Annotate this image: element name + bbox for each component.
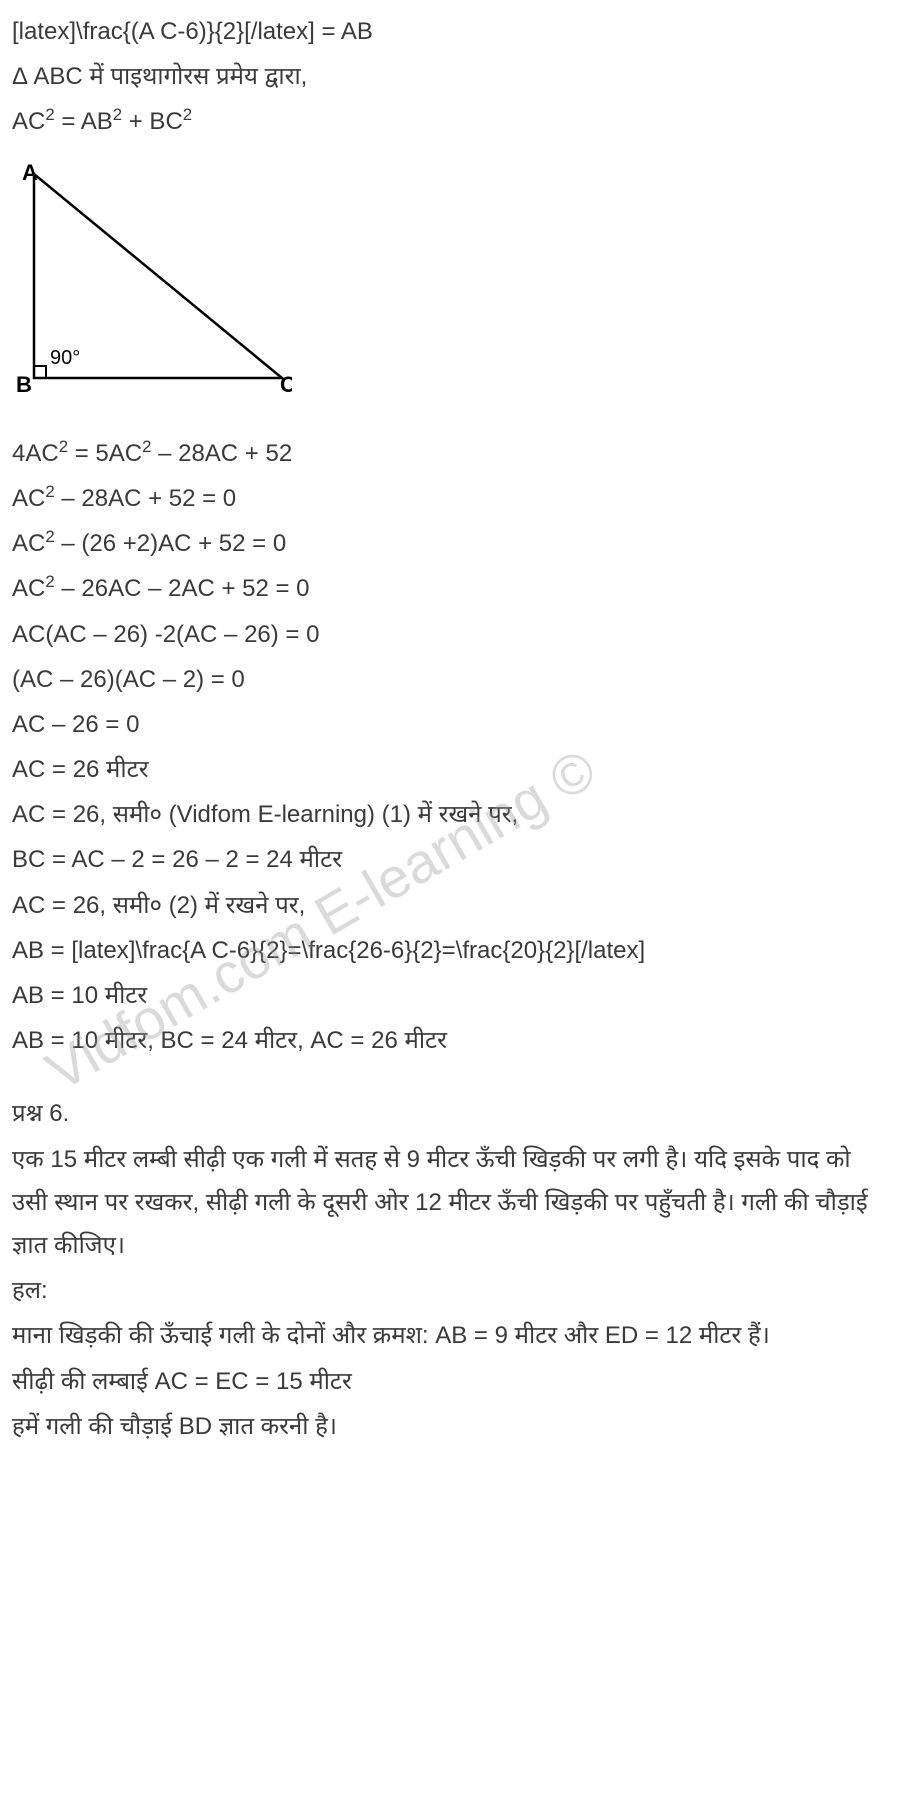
text-part: = AB: [55, 108, 113, 135]
text-line: AC2 = AB2 + BC2: [12, 100, 885, 143]
text-line: 4AC2 = 5AC2 – 28AC + 52: [12, 432, 885, 475]
question-number: प्रश्न 6.: [12, 1092, 885, 1135]
question-text: एक 15 मीटर लम्बी सीढ़ी एक गली में सतह से…: [12, 1138, 885, 1268]
text-line: AC = 26 मीटर: [12, 748, 885, 791]
question-block: प्रश्न 6. एक 15 मीटर लम्बी सीढ़ी एक गली …: [12, 1092, 885, 1448]
text-line: AC = 26, समी० (2) में रखने पर,: [12, 884, 885, 927]
text-part: = 5AC: [68, 440, 142, 467]
text-line: AB = 10 मीटर: [12, 974, 885, 1017]
text-part: – 28AC + 52: [151, 440, 292, 467]
text-line: AC – 26 = 0: [12, 703, 885, 746]
solution-label: हल:: [12, 1269, 885, 1312]
text-part: – 26AC – 2AC + 52 = 0: [55, 575, 310, 602]
text-part: – 28AC + 52 = 0: [55, 485, 236, 512]
text-part: AC: [12, 575, 45, 602]
text-line: AC2 – 26AC – 2AC + 52 = 0: [12, 567, 885, 610]
text-part: AC: [12, 485, 45, 512]
text-part: 4AC: [12, 440, 59, 467]
superscript: 2: [45, 572, 54, 591]
angle-label: 90°: [50, 347, 80, 369]
triangle-diagram: A B C 90°: [12, 156, 292, 406]
text-line: AC = 26, समी० (Vidfom E-learning) (1) मे…: [12, 793, 885, 836]
text-line: AB = [latex]\frac{A C-6}{2}=\frac{26-6}{…: [12, 929, 885, 972]
text-line: [latex]\frac{(A C-6)}{2}[/latex] = AB: [12, 10, 885, 53]
superscript: 2: [113, 105, 122, 124]
text-line: AC(AC – 26) -2(AC – 26) = 0: [12, 613, 885, 656]
text-line: (AC – 26)(AC – 2) = 0: [12, 658, 885, 701]
superscript: 2: [45, 527, 54, 546]
text-line: AC2 – 28AC + 52 = 0: [12, 477, 885, 520]
solution-line: सीढ़ी की लम्बाई AC = EC = 15 मीटर: [12, 1360, 885, 1403]
text-part: + BC: [122, 108, 183, 135]
vertex-label-a: A: [22, 160, 38, 185]
vertex-label-b: B: [16, 372, 32, 397]
text-line: BC = AC – 2 = 26 – 2 = 24 मीटर: [12, 838, 885, 881]
vertex-label-c: C: [280, 372, 292, 397]
superscript: 2: [45, 482, 54, 501]
text-part: AC: [12, 108, 45, 135]
right-angle-marker: [34, 366, 46, 378]
text-line: Δ ABC में पाइथागोरस प्रमेय द्वारा,: [12, 55, 885, 98]
text-part: – (26 +2)AC + 52 = 0: [55, 530, 286, 557]
solution-line: माना खिड़की की ऊँचाई गली के दोनों और क्र…: [12, 1314, 885, 1357]
superscript: 2: [59, 437, 68, 456]
text-line: AC2 – (26 +2)AC + 52 = 0: [12, 522, 885, 565]
text-part: AC: [12, 530, 45, 557]
superscript: 2: [45, 105, 54, 124]
superscript: 2: [183, 105, 192, 124]
solution-line: हमें गली की चौड़ाई BD ज्ञात करनी है।: [12, 1405, 885, 1448]
text-line: AB = 10 मीटर, BC = 24 मीटर, AC = 26 मीटर: [12, 1019, 885, 1062]
